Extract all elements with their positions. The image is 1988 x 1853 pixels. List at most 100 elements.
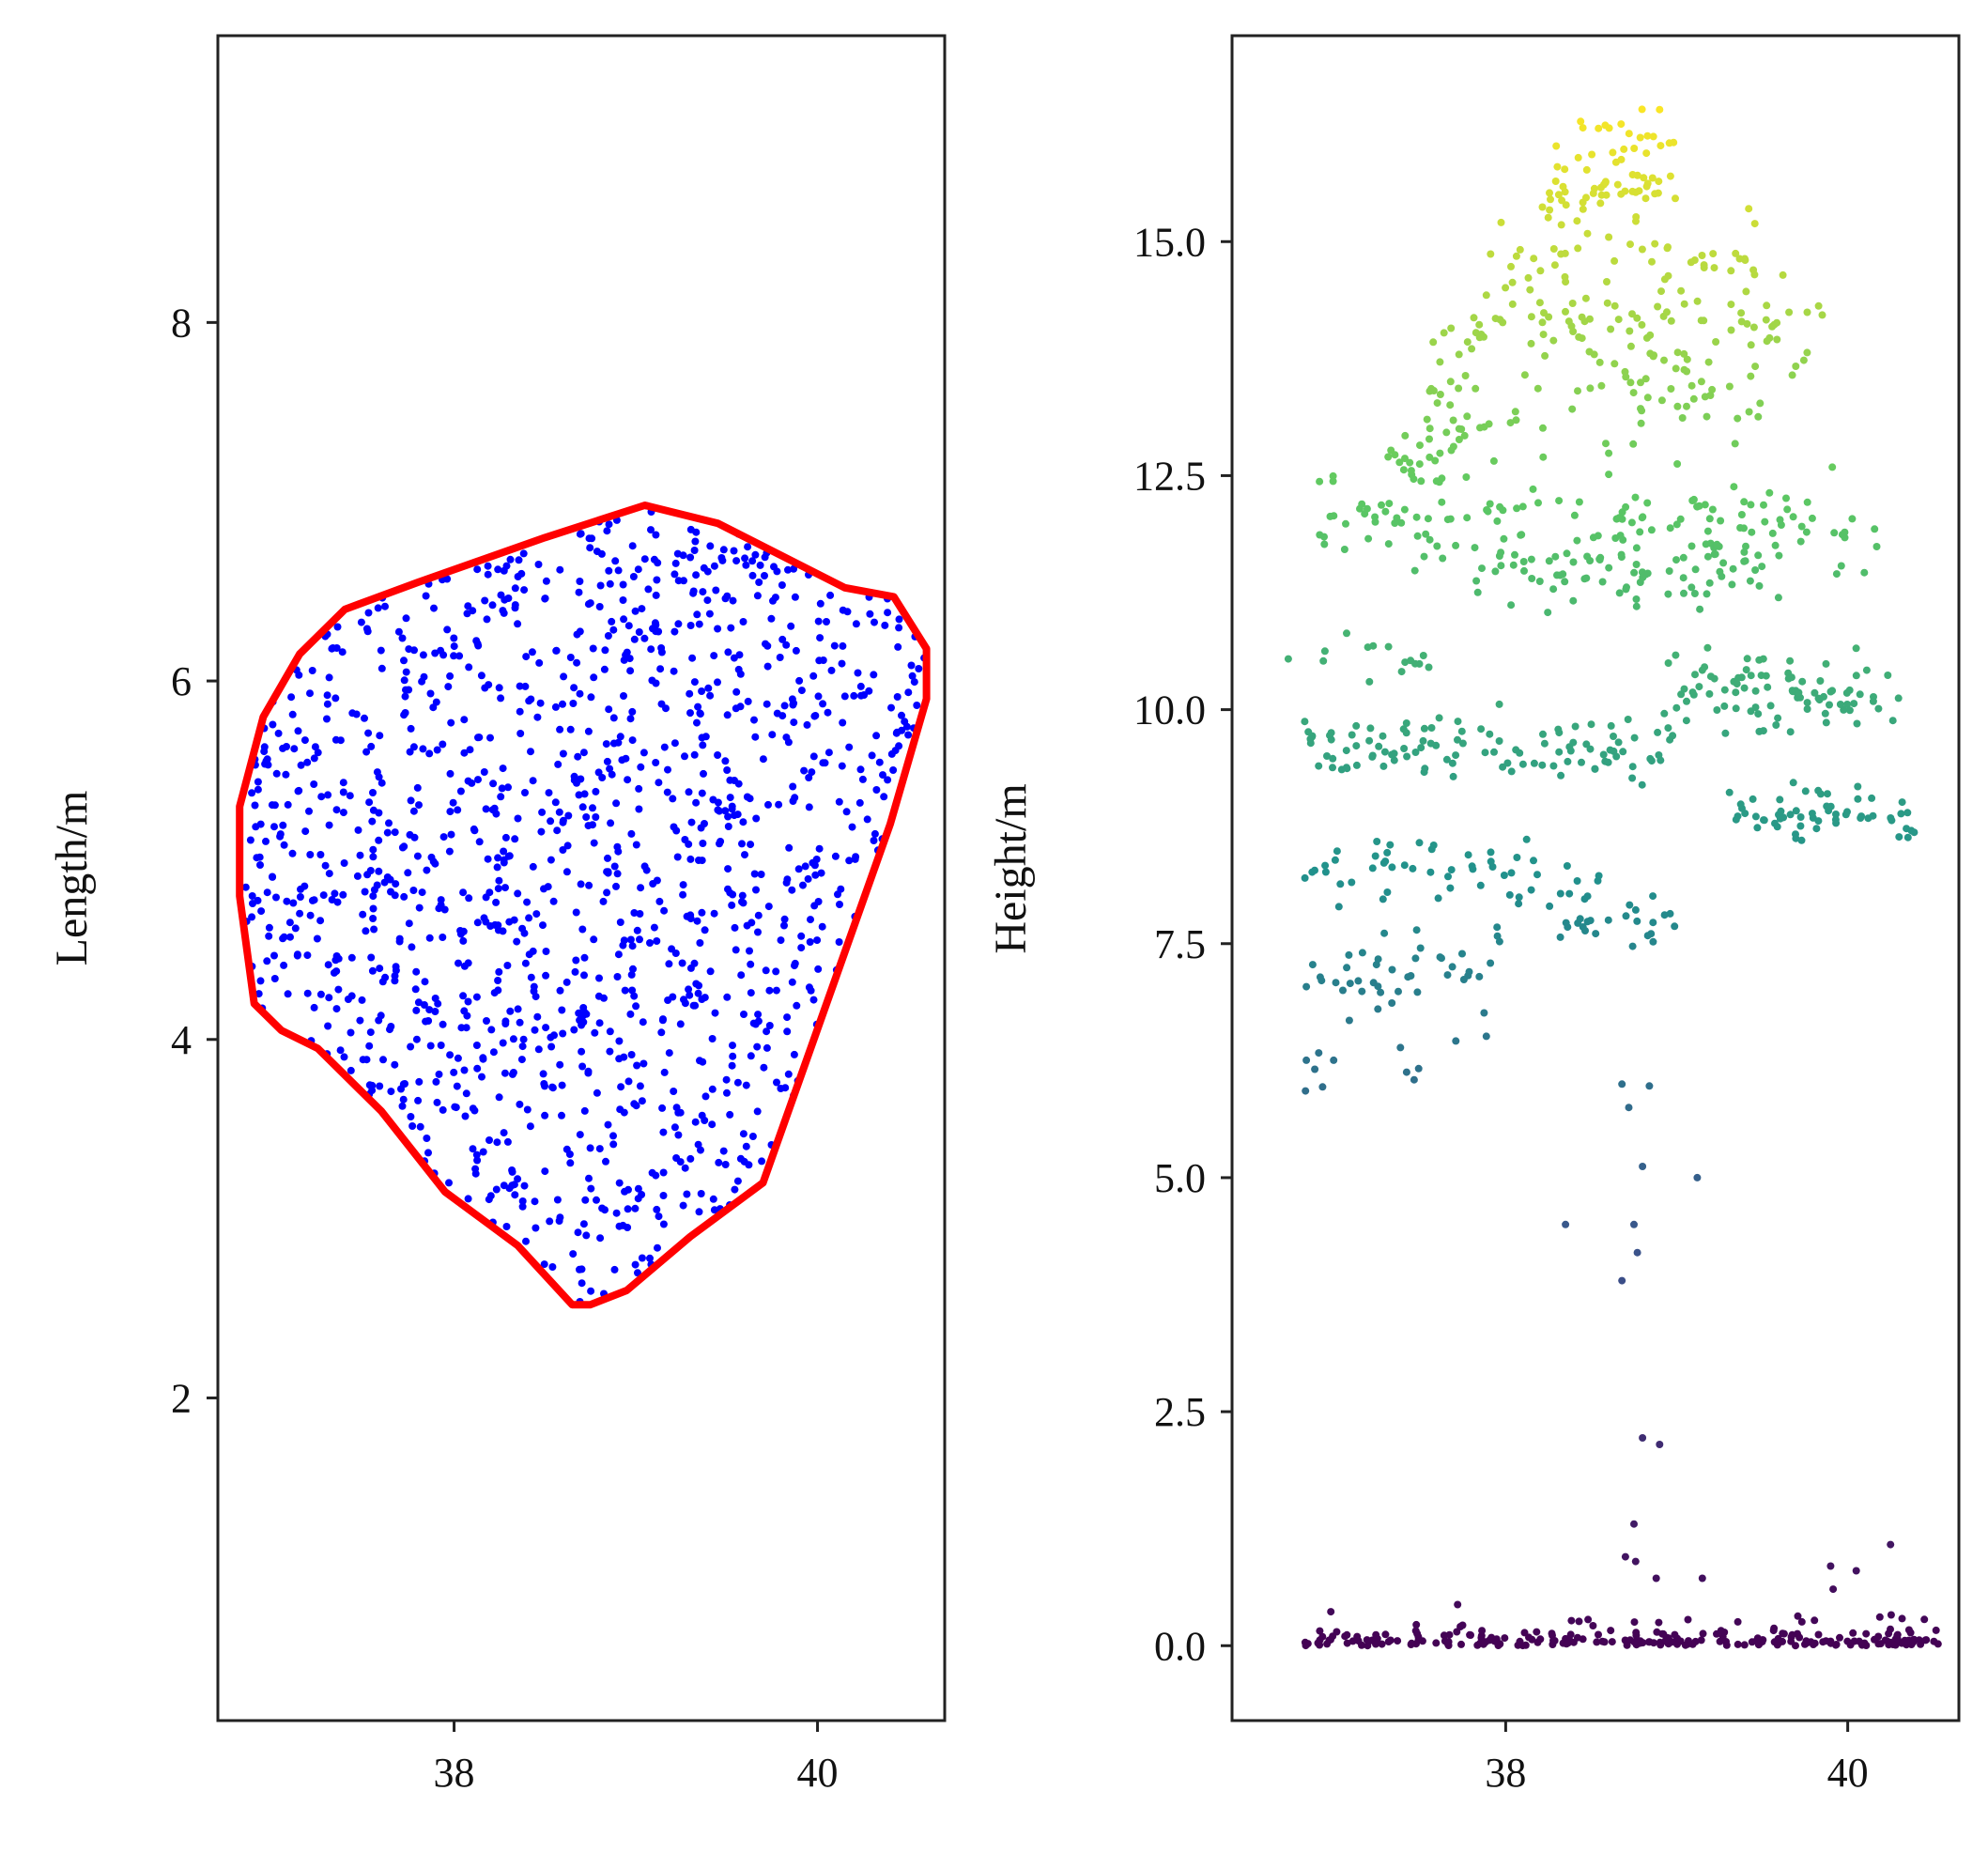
- right-scatter-point: [1372, 1640, 1379, 1648]
- right-scatter-point: [1420, 552, 1428, 561]
- left-scatter-point: [863, 815, 871, 824]
- right-scatter-point: [1583, 892, 1592, 901]
- right-scatter-point: [1887, 1540, 1895, 1549]
- left-scatter-point: [714, 625, 722, 633]
- right-scatter-point: [1439, 554, 1447, 563]
- right-scatter-point: [1598, 578, 1607, 586]
- left-scatter-point: [634, 1184, 642, 1193]
- left-scatter-point: [369, 845, 378, 854]
- left-scatter-point: [367, 953, 376, 962]
- left-scatter-point: [447, 830, 455, 839]
- left-scatter-point: [728, 901, 736, 909]
- left-scatter-point: [472, 1042, 481, 1049]
- left-scatter-point: [625, 655, 634, 663]
- right-scatter-point: [1603, 278, 1610, 286]
- left-scatter-point: [548, 1263, 557, 1271]
- left-scatter-point: [246, 836, 254, 844]
- left-scatter-point: [559, 846, 567, 854]
- left-scatter-point: [628, 542, 637, 550]
- left-scatter-point: [556, 986, 564, 995]
- left-scatter-point: [391, 1060, 399, 1069]
- left-scatter-point: [381, 602, 389, 610]
- left-scatter-point: [595, 1019, 604, 1027]
- left-scatter-point: [787, 622, 795, 630]
- left-scatter-point: [330, 968, 338, 977]
- left-scatter-point: [681, 836, 689, 843]
- right-scatter-point: [1737, 511, 1746, 518]
- left-scatter-point: [638, 605, 646, 613]
- right-scatter-point: [1320, 533, 1328, 541]
- left-scatter-point: [539, 921, 547, 930]
- left-scatter-point: [500, 1129, 508, 1137]
- right-scatter-point: [1378, 501, 1385, 509]
- right-scatter-point: [1622, 502, 1630, 511]
- right-scatter-point: [1734, 812, 1742, 821]
- right-scatter-point: [1302, 982, 1311, 991]
- right-scatter-point: [1632, 602, 1641, 610]
- left-scatter-point: [698, 687, 706, 695]
- left-scatter-point: [511, 835, 519, 843]
- right-scatter-point: [1419, 736, 1427, 745]
- right-scatter-point: [1605, 233, 1613, 241]
- right-scatter-point: [1667, 317, 1675, 325]
- left-scatter-point: [602, 740, 610, 749]
- left-scatter-point: [670, 667, 678, 675]
- left-scatter-point: [592, 787, 600, 795]
- left-scatter-point: [333, 898, 342, 906]
- right-scatter-point: [1453, 1628, 1461, 1636]
- left-scatter-point: [817, 869, 825, 877]
- left-scatter-point: [356, 851, 364, 859]
- left-scatter-point: [516, 1018, 524, 1027]
- right-scatter-point: [1664, 590, 1672, 598]
- left-scatter-point: [272, 893, 280, 902]
- left-scatter-point: [279, 821, 287, 829]
- left-scatter-point: [593, 1089, 601, 1097]
- right-scatter-point: [1638, 105, 1646, 114]
- right-scatter-point: [1741, 256, 1749, 264]
- left-scatter-point: [516, 730, 525, 737]
- left-scatter-point: [686, 855, 695, 863]
- right-scatter-point: [1639, 1434, 1647, 1442]
- left-scatter-point: [670, 739, 679, 748]
- left-scatter-point: [835, 938, 843, 946]
- right-scatter-point: [1747, 501, 1755, 509]
- left-scatter-point: [663, 788, 671, 796]
- right-scatter-point: [1411, 659, 1419, 668]
- left-scatter-point: [835, 797, 843, 806]
- left-scatter-point: [400, 842, 408, 851]
- left-scatter-point: [788, 886, 796, 894]
- left-scatter-point: [806, 938, 814, 946]
- left-scatter-point: [501, 1069, 509, 1077]
- left-scatter-point: [254, 778, 262, 786]
- left-scatter-point: [559, 816, 567, 825]
- right-scatter-point: [1595, 872, 1603, 880]
- right-scatter-point: [1443, 516, 1452, 524]
- left-scatter-point: [858, 775, 867, 783]
- left-scatter-point: [463, 610, 471, 618]
- right-scatter-point: [1358, 949, 1366, 957]
- right-scatter-point: [1612, 752, 1621, 761]
- right-scatter-point: [1852, 644, 1860, 653]
- right-scatter-point: [1575, 1617, 1583, 1626]
- left-scatter-point: [614, 950, 623, 959]
- left-scatter-point: [450, 1068, 458, 1076]
- right-x-ticks: 38 40: [1485, 1721, 1869, 1796]
- left-scatter-point: [407, 1042, 415, 1051]
- left-scatter-point: [701, 926, 709, 934]
- left-hull-outline: [236, 502, 931, 1309]
- right-scatter-point: [1875, 1613, 1884, 1621]
- left-scatter-point: [724, 865, 732, 873]
- left-scatter-point: [394, 627, 403, 636]
- left-scatter-point: [607, 819, 615, 827]
- left-scatter-point: [407, 724, 415, 733]
- right-scatter-point: [1394, 1637, 1402, 1645]
- left-scatter-point: [362, 748, 371, 756]
- left-scatter-point: [590, 935, 598, 944]
- left-scatter-point: [898, 711, 905, 719]
- left-scatter-point: [373, 881, 381, 889]
- right-scatter-point: [1429, 842, 1438, 849]
- right-scatter-point: [1587, 720, 1595, 729]
- right-scatter-point: [1888, 717, 1897, 725]
- left-scatter-point: [260, 743, 269, 751]
- left-scatter-point: [623, 648, 631, 656]
